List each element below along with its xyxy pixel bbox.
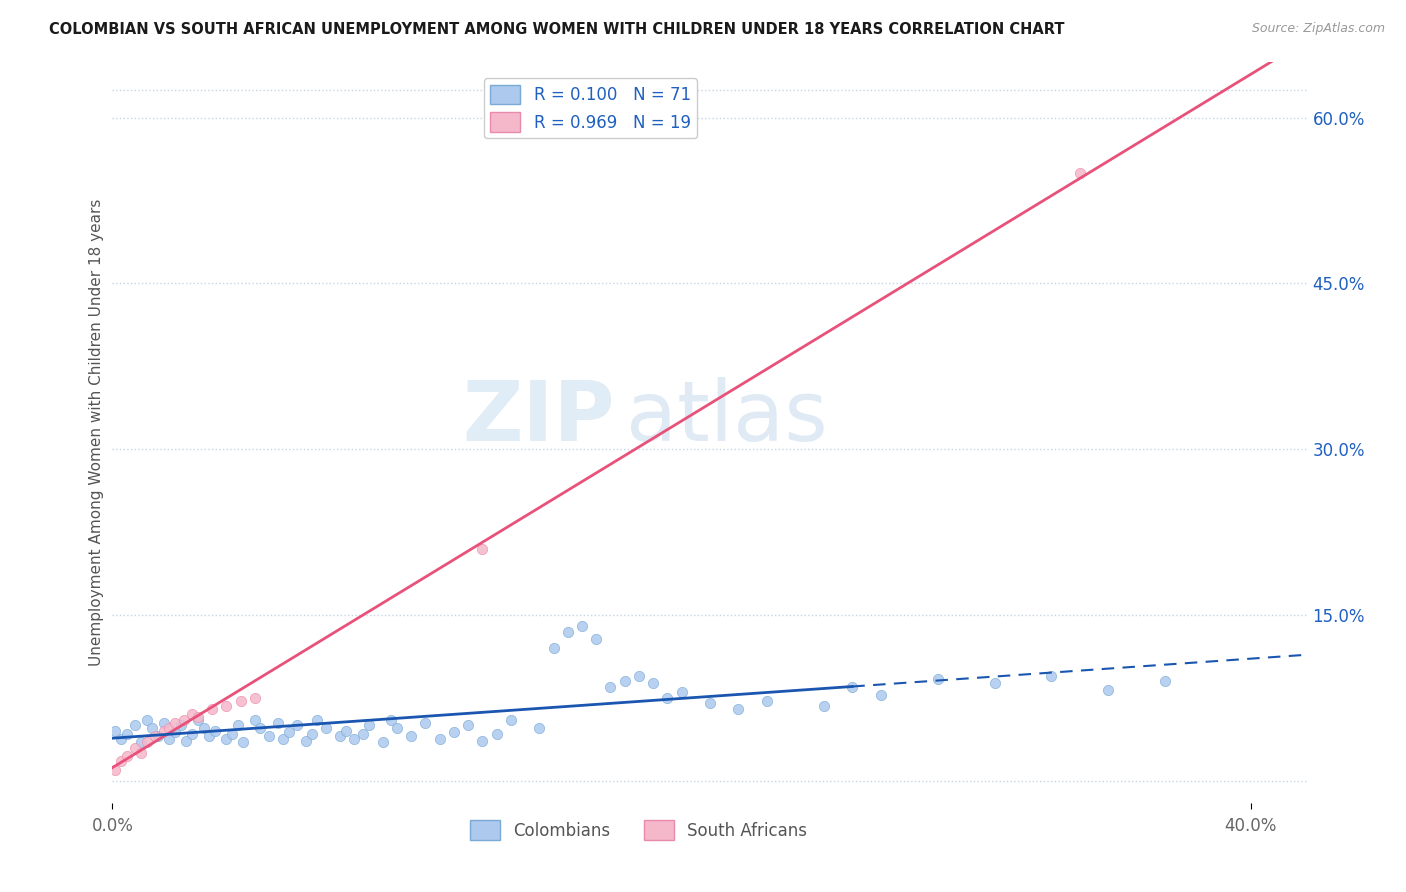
Point	[315, 721, 337, 735]
Point	[657, 690, 679, 705]
Point	[927, 672, 949, 686]
Point	[232, 735, 254, 749]
Point	[571, 619, 593, 633]
Point	[187, 713, 209, 727]
Point	[401, 730, 423, 744]
Point	[357, 718, 380, 732]
Point	[193, 721, 215, 735]
Point	[983, 676, 1005, 690]
Point	[457, 718, 479, 732]
Point	[471, 734, 494, 748]
Point	[307, 713, 329, 727]
Point	[229, 694, 252, 708]
Point	[124, 718, 146, 732]
Point	[1097, 683, 1119, 698]
Point	[152, 723, 174, 738]
Point	[613, 674, 636, 689]
Text: COLOMBIAN VS SOUTH AFRICAN UNEMPLOYMENT AMONG WOMEN WITH CHILDREN UNDER 18 YEARS: COLOMBIAN VS SOUTH AFRICAN UNEMPLOYMENT …	[49, 22, 1064, 37]
Point	[443, 725, 465, 739]
Point	[157, 731, 180, 746]
Point	[329, 730, 352, 744]
Point	[187, 709, 209, 723]
Point	[1069, 166, 1091, 180]
Point	[243, 690, 266, 705]
Point	[104, 723, 127, 738]
Point	[385, 721, 408, 735]
Point	[198, 730, 221, 744]
Point	[485, 727, 508, 741]
Point	[755, 694, 778, 708]
Point	[841, 680, 863, 694]
Point	[124, 740, 146, 755]
Point	[499, 713, 522, 727]
Point	[141, 721, 163, 735]
Point	[201, 702, 224, 716]
Point	[352, 727, 374, 741]
Point	[129, 735, 152, 749]
Point	[543, 641, 565, 656]
Point	[115, 749, 138, 764]
Point	[165, 725, 187, 739]
Text: Source: ZipAtlas.com: Source: ZipAtlas.com	[1251, 22, 1385, 36]
Point	[110, 754, 132, 768]
Point	[226, 718, 249, 732]
Point	[243, 713, 266, 727]
Point	[129, 746, 152, 760]
Point	[699, 697, 721, 711]
Point	[204, 723, 226, 738]
Y-axis label: Unemployment Among Women with Children Under 18 years: Unemployment Among Women with Children U…	[89, 199, 104, 666]
Point	[869, 688, 891, 702]
Point	[643, 676, 665, 690]
Text: ZIP: ZIP	[463, 377, 614, 458]
Point	[115, 727, 138, 741]
Legend: Colombians, South Africans: Colombians, South Africans	[463, 814, 814, 847]
Point	[277, 725, 299, 739]
Point	[170, 718, 193, 732]
Point	[671, 685, 693, 699]
Point	[257, 730, 280, 744]
Point	[157, 721, 180, 735]
Point	[135, 713, 157, 727]
Point	[295, 734, 318, 748]
Point	[1154, 674, 1177, 689]
Point	[599, 680, 621, 694]
Point	[557, 624, 579, 639]
Point	[287, 718, 309, 732]
Point	[165, 716, 187, 731]
Point	[104, 763, 127, 777]
Text: atlas: atlas	[627, 377, 828, 458]
Point	[301, 727, 323, 741]
Point	[266, 716, 288, 731]
Point	[529, 721, 551, 735]
Point	[173, 713, 195, 727]
Point	[152, 716, 174, 731]
Point	[146, 730, 169, 744]
Point	[343, 731, 366, 746]
Point	[176, 734, 198, 748]
Point	[143, 730, 166, 744]
Point	[429, 731, 451, 746]
Point	[215, 698, 238, 713]
Point	[181, 707, 204, 722]
Point	[727, 702, 749, 716]
Point	[221, 727, 243, 741]
Point	[371, 735, 394, 749]
Point	[471, 541, 494, 556]
Point	[1040, 669, 1063, 683]
Point	[335, 723, 357, 738]
Point	[181, 727, 204, 741]
Point	[135, 735, 157, 749]
Point	[813, 698, 835, 713]
Point	[585, 632, 607, 647]
Point	[627, 669, 650, 683]
Point	[249, 721, 271, 735]
Point	[415, 716, 437, 731]
Point	[380, 713, 402, 727]
Point	[110, 731, 132, 746]
Point	[215, 731, 238, 746]
Point	[271, 731, 294, 746]
